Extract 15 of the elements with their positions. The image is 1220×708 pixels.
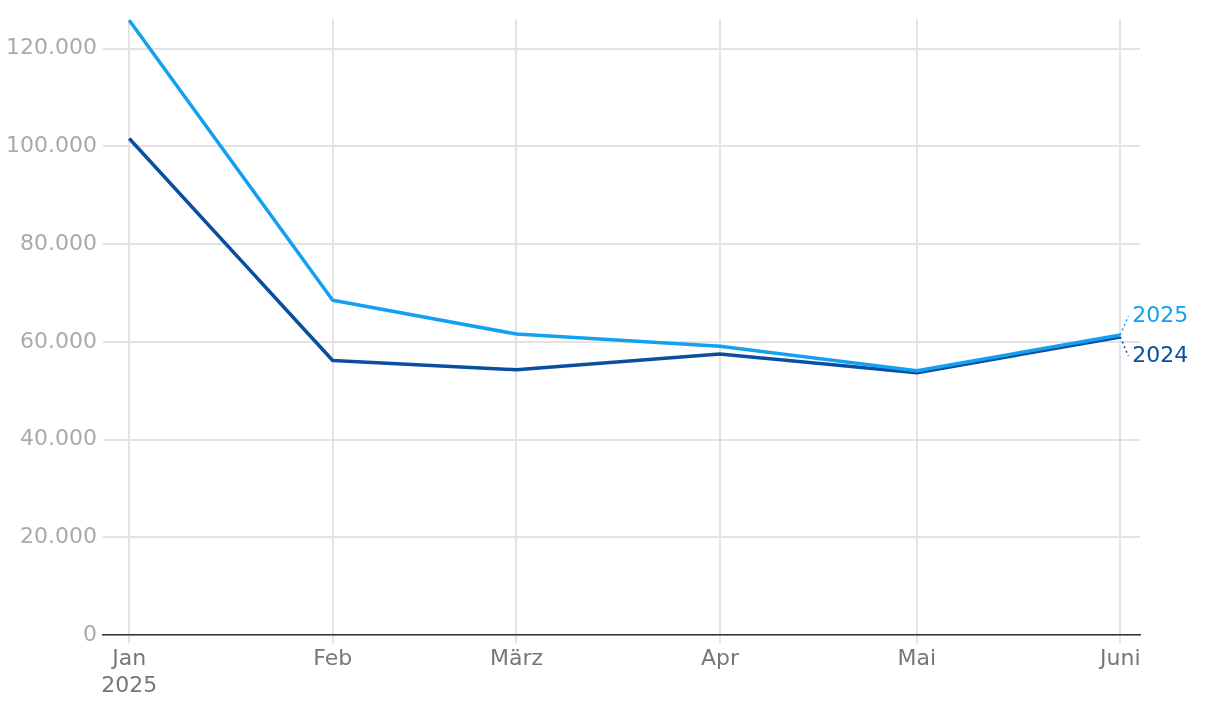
- legend-label: 2025: [1132, 301, 1189, 327]
- y-tick-label: 20.000: [19, 523, 97, 549]
- y-tick-label: 80.000: [19, 229, 97, 255]
- y-tick-label: 120.000: [5, 34, 97, 60]
- y-tick-label: 100.000: [5, 132, 97, 158]
- x-tick-label: Apr: [700, 645, 740, 671]
- y-tick-label: 0: [82, 620, 97, 646]
- x-tick-label: Jan 2025: [101, 645, 158, 697]
- y-tick-label: 40.000: [19, 425, 97, 451]
- x-tick-label: Feb: [313, 645, 353, 671]
- y-tick-label: 60.000: [19, 327, 97, 353]
- x-tick-label: Mai: [897, 645, 937, 671]
- x-tick-label: Juni: [1098, 645, 1141, 671]
- legend-label: 2024: [1132, 341, 1189, 367]
- x-tick-label: März: [489, 645, 543, 671]
